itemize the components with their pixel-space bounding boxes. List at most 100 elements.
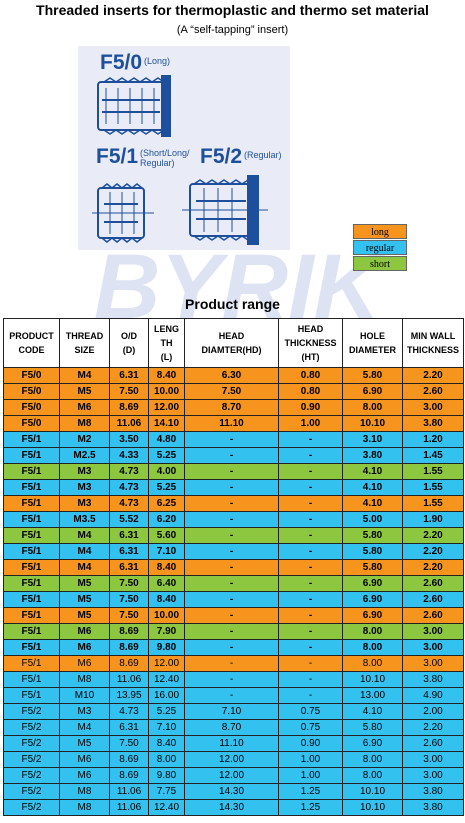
table-cell: 4.73 xyxy=(109,703,149,720)
table-cell: 8.00 xyxy=(342,399,403,416)
column-header: O/D (D) xyxy=(109,318,149,368)
table-cell: - xyxy=(184,623,279,640)
table-cell: - xyxy=(278,559,343,576)
table-row: F5/1 M4 6.31 7.10- -5.80 2.20 xyxy=(3,543,464,560)
table-cell: 4.10 xyxy=(342,463,403,480)
table-cell: 5.25 xyxy=(148,479,185,496)
table-cell: F5/1 xyxy=(3,639,60,656)
table-row: F5/2 M8 11.06 7.75 14.30 1.25 10.10 3.80 xyxy=(3,783,464,800)
table-cell: - xyxy=(184,655,279,672)
table-cell: M4 xyxy=(59,559,110,576)
table-row: F5/1 M6 8.69 9.80- -8.00 3.00 xyxy=(3,639,464,656)
table-cell: 8.40 xyxy=(148,735,185,752)
table-cell: 12.40 xyxy=(148,671,185,688)
table-cell: 7.50 xyxy=(109,591,149,608)
table-cell: 5.52 xyxy=(109,511,149,528)
table-cell: 11.06 xyxy=(109,415,149,432)
page-subtitle: (A “self-tapping” insert) xyxy=(176,24,289,36)
column-header-text: CODE xyxy=(18,345,45,355)
table-cell: F5/1 xyxy=(3,671,60,688)
table-cell: - xyxy=(278,479,343,496)
table-cell: - xyxy=(278,575,343,592)
insert-diagram-panel: F5/0 (Long) xyxy=(78,46,290,250)
table-cell: 4.10 xyxy=(342,479,403,496)
table-cell: - xyxy=(278,591,343,608)
table-cell: - xyxy=(278,527,343,544)
table-cell: M8 xyxy=(59,671,110,688)
table-cell: 8.00 xyxy=(342,639,403,656)
table-cell: - xyxy=(184,543,279,560)
f51-sublabel-line2: Regular) xyxy=(140,158,175,168)
table-cell: F5/1 xyxy=(3,559,60,576)
table-row: F5/1 M4 6.31 5.60- -5.80 2.20 xyxy=(3,527,464,544)
table-cell: 2.60 xyxy=(402,591,464,608)
table-cell: M8 xyxy=(59,415,110,432)
table-cell: 8.00 xyxy=(342,767,403,784)
table-cell: 12.40 xyxy=(148,799,185,816)
table-cell: 7.50 xyxy=(109,607,149,624)
table-cell: 8.00 xyxy=(148,751,185,768)
table-cell: 6.31 xyxy=(109,543,149,560)
table-row: F5/2 M6 8.69 9.80 12.00 1.00 8.00 3.00 xyxy=(3,767,464,784)
table-cell: M8 xyxy=(59,799,110,816)
table-cell: F5/1 xyxy=(3,655,60,672)
column-header: PRODUCT CODE xyxy=(3,318,60,368)
table-cell: - xyxy=(278,495,343,512)
table-row: F5/1 M6 8.69 7.90- -8.00 3.00 xyxy=(3,623,464,640)
table-cell: M6 xyxy=(59,639,110,656)
column-header-text: DIAMTER(HD) xyxy=(201,345,262,355)
table-cell: 14.30 xyxy=(184,799,279,816)
table-cell: 0.80 xyxy=(278,367,343,384)
table-cell: 8.70 xyxy=(184,399,279,416)
table-cell: M4 xyxy=(59,719,110,736)
table-row: F5/2 M3 4.73 5.25 7.10 0.75 4.10 2.00 xyxy=(3,703,464,720)
table-cell: M3 xyxy=(59,703,110,720)
table-row: F5/1 M4 6.31 8.40- -5.80 2.20 xyxy=(3,559,464,576)
table-cell: 1.45 xyxy=(402,447,464,464)
table-row: F5/1 M3 4.73 5.25- -4.10 1.55 xyxy=(3,479,464,496)
table-cell: F5/1 xyxy=(3,495,60,512)
table-cell: F5/1 xyxy=(3,447,60,464)
table-cell: 3.00 xyxy=(402,623,464,640)
table-cell: 12.00 xyxy=(184,767,279,784)
product-range-table: PRODUCT CODE THREAD SIZE O/D (D) LENG TH (L) HEAD… xyxy=(3,318,464,816)
table-cell: 2.20 xyxy=(402,527,464,544)
table-cell: 9.80 xyxy=(148,767,185,784)
table-cell: 8.69 xyxy=(109,623,149,640)
table-cell: 3.80 xyxy=(402,783,464,800)
table-cell: M6 xyxy=(59,623,110,640)
table-cell: 7.10 xyxy=(148,719,185,736)
table-cell: - xyxy=(278,447,343,464)
table-cell: F5/1 xyxy=(3,591,60,608)
table-cell: - xyxy=(278,639,343,656)
table-cell: 5.00 xyxy=(342,511,403,528)
table-cell: F5/2 xyxy=(3,719,60,736)
table-row: F5/0 M6 8.69 12.00 8.70 0.90 8.00 3.00 xyxy=(3,399,464,416)
table-cell: 9.80 xyxy=(148,639,185,656)
column-header-text: (L) xyxy=(160,352,173,362)
table-cell: M4 xyxy=(59,527,110,544)
table-cell: M4 xyxy=(59,543,110,560)
table-cell: M3 xyxy=(59,463,110,480)
column-header-text: PRODUCT xyxy=(9,331,54,341)
column-header-text: O/D xyxy=(120,331,137,341)
column-header-text: (HT) xyxy=(301,352,320,362)
table-cell: 8.00 xyxy=(342,623,403,640)
table-cell: 1.25 xyxy=(278,783,343,800)
table-cell: F5/0 xyxy=(3,383,60,400)
table-cell: - xyxy=(184,639,279,656)
table-cell: 16.00 xyxy=(148,687,185,704)
table-cell: F5/0 xyxy=(3,367,60,384)
table-cell: 14.30 xyxy=(184,783,279,800)
column-header-text: LENG xyxy=(153,324,179,334)
table-cell: 3.80 xyxy=(402,415,464,432)
table-cell: 10.10 xyxy=(342,671,403,688)
table-cell: 8.69 xyxy=(109,399,149,416)
table-cell: 3.00 xyxy=(402,767,464,784)
column-header-text: THREAD xyxy=(65,331,104,341)
table-cell: F5/0 xyxy=(3,399,60,416)
table-row: F5/1 M2 3.50 4.80- -3.10 1.20 xyxy=(3,431,464,448)
table-cell: 7.75 xyxy=(148,783,185,800)
table-cell: 3.50 xyxy=(109,431,149,448)
table-row: F5/1 M3.5 5.52 6.20- -5.00 1.90 xyxy=(3,511,464,528)
